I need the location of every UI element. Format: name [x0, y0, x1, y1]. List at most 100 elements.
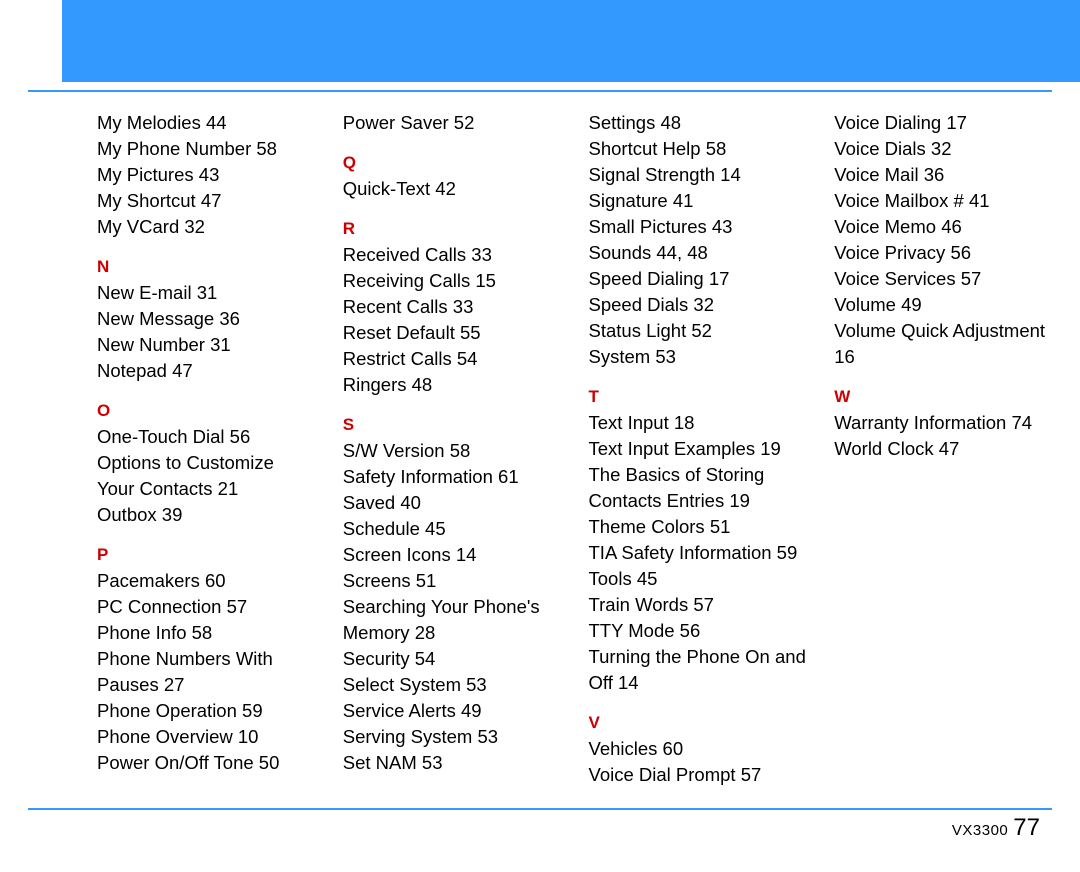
- index-entry: New Message 36: [97, 306, 315, 332]
- index-entry: Speed Dials 32: [589, 292, 807, 318]
- index-entry-page: 28: [415, 622, 436, 643]
- index-entry-label: Voice Dials: [834, 138, 926, 159]
- index-entry-page: 14: [456, 544, 477, 565]
- index-entry-label: Voice Dial Prompt: [589, 764, 736, 785]
- index-entry: One-Touch Dial 56: [97, 424, 315, 450]
- index-entry-label: Saved: [343, 492, 395, 513]
- index-entry: Phone Info 58: [97, 620, 315, 646]
- index-letter-o: O: [97, 398, 315, 424]
- index-letter-w: W: [834, 384, 1052, 410]
- index-entry-label: Select System: [343, 674, 461, 695]
- index-entry: Volume 49: [834, 292, 1052, 318]
- index-entry-label: Tools: [589, 568, 632, 589]
- index-entry-label: Text Input Examples: [589, 438, 756, 459]
- index-entry: Voice Dial Prompt 57: [589, 762, 807, 788]
- index-entry-label: Screens: [343, 570, 411, 591]
- index-entry-label: Volume Quick Adjustment: [834, 320, 1045, 341]
- index-entry-page: 49: [461, 700, 482, 721]
- index-entry-page: 27: [164, 674, 185, 695]
- index-entry-page: 59: [242, 700, 263, 721]
- index-entry-page: 18: [674, 412, 695, 433]
- index-entry-page: 74: [1011, 412, 1032, 433]
- index-entry: Recent Calls 33: [343, 294, 561, 320]
- bottom-rule: [28, 808, 1052, 810]
- index-entry-page: 32: [184, 216, 205, 237]
- index-entry-label: Voice Privacy: [834, 242, 945, 263]
- index-entry: My Phone Number 58: [97, 136, 315, 162]
- index-entry: Set NAM 53: [343, 750, 561, 776]
- index-entry: Text Input 18: [589, 410, 807, 436]
- index-entry-label: S/W Version: [343, 440, 445, 461]
- index-entry-page: 57: [741, 764, 762, 785]
- index-entry: New Number 31: [97, 332, 315, 358]
- index-entry-page: 46: [941, 216, 962, 237]
- index-entry-label: Warranty Information: [834, 412, 1006, 433]
- index-entry-label: Restrict Calls: [343, 348, 452, 369]
- index-entry-page: 15: [475, 270, 496, 291]
- index-entry-page: 49: [901, 294, 922, 315]
- index-entry-page: 41: [673, 190, 694, 211]
- index-entry-label: Safety Information: [343, 466, 493, 487]
- index-entry-label: World Clock: [834, 438, 933, 459]
- index-entry: Power Saver 52: [343, 110, 561, 136]
- index-entry-label: Security: [343, 648, 410, 669]
- index-entry: Sounds 44, 48: [589, 240, 807, 266]
- index-entry-page: 57: [693, 594, 714, 615]
- index-entry: Power On/Off Tone 50: [97, 750, 315, 776]
- index-entry-label: Screen Icons: [343, 544, 451, 565]
- index-entry: Options to Customize Your Contacts 21: [97, 450, 315, 502]
- index-entry: Turning the Phone On and Off 14: [589, 644, 807, 696]
- index-entry: TIA Safety Information 59: [589, 540, 807, 566]
- index-entry-label: Train Words: [589, 594, 689, 615]
- index-entry-label: Pacemakers: [97, 570, 200, 591]
- index-letter-q: Q: [343, 150, 561, 176]
- index-entry: My VCard 32: [97, 214, 315, 240]
- index-entry: World Clock 47: [834, 436, 1052, 462]
- index-entry-label: My Shortcut: [97, 190, 196, 211]
- index-entry-label: Volume: [834, 294, 896, 315]
- index-entry-page: 59: [777, 542, 798, 563]
- index-entry-page: 31: [197, 282, 218, 303]
- index-entry-label: Power On/Off Tone: [97, 752, 254, 773]
- footer-model: VX3300: [952, 822, 1008, 839]
- index-entry-page: 36: [924, 164, 945, 185]
- index-entry: Saved 40: [343, 490, 561, 516]
- index-entry-label: System: [589, 346, 651, 367]
- index-entry-page: 58: [256, 138, 277, 159]
- footer-page-number: 77: [1013, 814, 1040, 841]
- index-entry-page: 44, 48: [656, 242, 707, 263]
- index-entry-page: 58: [706, 138, 727, 159]
- index-entry: Voice Dials 32: [834, 136, 1052, 162]
- index-entry-label: Quick-Text: [343, 178, 430, 199]
- index-entry-page: 48: [661, 112, 682, 133]
- index-entry-page: 32: [931, 138, 952, 159]
- index-letter-v: V: [589, 710, 807, 736]
- index-entry: Status Light 52: [589, 318, 807, 344]
- index-entry: New E-mail 31: [97, 280, 315, 306]
- index-entry: My Pictures 43: [97, 162, 315, 188]
- index-entry: Security 54: [343, 646, 561, 672]
- index-entry-label: TTY Mode: [589, 620, 675, 641]
- index-entry-label: Phone Numbers With Pauses: [97, 648, 273, 695]
- index-entry: Phone Numbers With Pauses 27: [97, 646, 315, 698]
- index-entry-page: 19: [760, 438, 781, 459]
- index-entry-page: 21: [218, 478, 239, 499]
- index-entry-label: Searching Your Phone's Memory: [343, 596, 540, 643]
- index-entry-label: Status Light: [589, 320, 687, 341]
- index-entry: Phone Operation 59: [97, 698, 315, 724]
- index-entry-page: 51: [710, 516, 731, 537]
- index-entry: Small Pictures 43: [589, 214, 807, 240]
- index-entry-label: Theme Colors: [589, 516, 705, 537]
- index-entry-page: 17: [946, 112, 967, 133]
- page-footer: VX3300 77: [952, 814, 1040, 842]
- index-entry: My Melodies 44: [97, 110, 315, 136]
- index-columns: My Melodies 44My Phone Number 58My Pictu…: [97, 110, 1052, 790]
- index-entry-label: Received Calls: [343, 244, 466, 265]
- index-entry: TTY Mode 56: [589, 618, 807, 644]
- index-entry-label: Service Alerts: [343, 700, 456, 721]
- index-entry-page: 60: [663, 738, 684, 759]
- index-entry: Screens 51: [343, 568, 561, 594]
- index-entry: System 53: [589, 344, 807, 370]
- index-entry-label: Voice Memo: [834, 216, 936, 237]
- index-entry: The Basics of Storing Contacts Entries 1…: [589, 462, 807, 514]
